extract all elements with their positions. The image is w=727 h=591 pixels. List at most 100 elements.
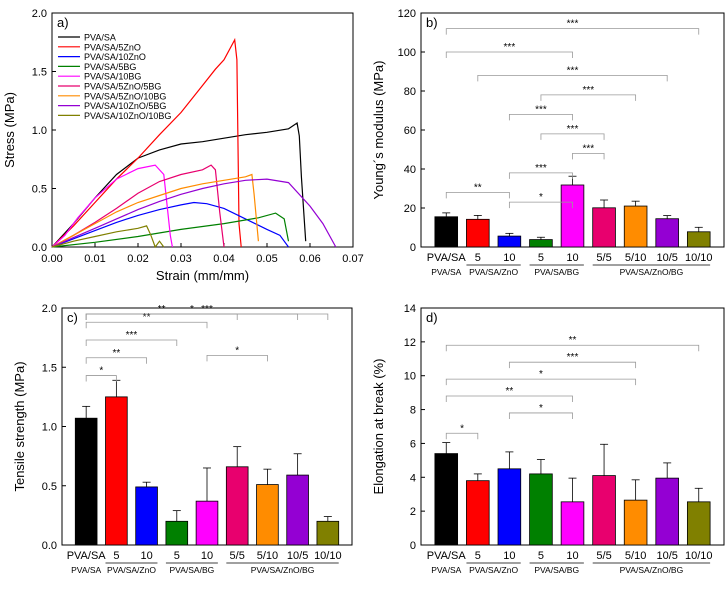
panel-c-bar <box>165 520 189 546</box>
panel-d-significance-bracket <box>445 344 700 352</box>
legend-label: PVA/SA/5BG <box>84 62 136 72</box>
legend-label: PVA/SA/5ZnO/10BG <box>84 91 166 101</box>
panel-b-category-label: 10 <box>566 252 578 264</box>
panel-c-bar <box>316 520 340 546</box>
panel-d-bar <box>529 473 553 546</box>
legend-label: PVA/SA/10BG <box>84 72 141 82</box>
series-line <box>51 212 290 248</box>
panel-a-xtick-label: 0.07 <box>342 253 363 265</box>
panel-b-significance-label: ** <box>474 182 482 193</box>
panel-c-significance-bracket <box>85 357 147 364</box>
panel-a-ytick-label: 0.0 <box>32 242 47 254</box>
panel-b-bar <box>655 218 679 248</box>
panel-a: 0.00 0.01 0.02 0.03 0.04 0.05 0.06 0.07 Strain (… <box>2 8 364 283</box>
panel-c-category-label: 5/10 <box>257 550 278 562</box>
panel-b-bar <box>529 239 553 248</box>
legend-label: PVA/SA/10ZnO <box>84 52 146 62</box>
panel-d-category-label: 10/5 <box>656 550 677 562</box>
panel-d-category-label: 5 <box>538 550 544 562</box>
panel-d-ylabel: Elongation at break (%) <box>371 359 386 495</box>
panel-c-letter: c) <box>67 310 78 325</box>
panel-b-bar <box>686 231 711 248</box>
panel-d-category-label: 5 <box>475 550 481 562</box>
panel-c-category-label: 5 <box>174 550 180 562</box>
panel-b-bar <box>592 207 616 248</box>
panel-c-significance-label: *** <box>201 304 213 315</box>
panel-c-significance-bracket <box>85 339 178 346</box>
panel-b-significance-bracket <box>540 94 637 101</box>
panel-d-significance-label: ** <box>569 335 577 346</box>
panel-c: 0.0 0.5 1.0 1.5 2.0 Tensile strength (MPa) PVA… <box>12 303 353 575</box>
series-line <box>51 225 165 249</box>
panel-c-significance-label: ** <box>143 312 151 323</box>
series-line <box>51 37 242 248</box>
panel-c-bar <box>135 486 158 546</box>
panel-d-ytick-label: 4 <box>410 472 416 484</box>
panel-c-group-label: PVA/SA/ZnO <box>107 565 156 575</box>
panel-a-xtick-label: 0.06 <box>299 253 320 265</box>
panel-b-ytick-label: 100 <box>398 47 416 59</box>
panel-b-category-label: 10/10 <box>685 252 713 264</box>
panel-b-significance-label: *** <box>535 104 547 115</box>
panel-b-ytick-label: 120 <box>398 8 416 20</box>
panel-d-ytick-label: 0 <box>410 540 416 552</box>
panel-d-ytick-label: 12 <box>404 337 416 349</box>
legend-label: PVA/SA <box>84 33 116 43</box>
panel-d-significance-label: * <box>539 403 543 414</box>
panel-d-ytick-label: 8 <box>410 405 416 417</box>
panel-d-significance-label: *** <box>567 352 579 363</box>
panel-b-significance-bracket <box>540 133 605 140</box>
panel-c-category-label: 5/5 <box>230 550 245 562</box>
panel-c-significance-bracket <box>85 313 329 320</box>
panel-d-bar <box>434 453 459 546</box>
panel-d-group-label-base: PVA/SA <box>431 565 461 575</box>
panel-c-category-label: 10 <box>201 550 213 562</box>
panel-b-bar <box>623 205 648 248</box>
panel-b-category-label: 5 <box>538 252 544 264</box>
panel-b-significance-bracket <box>477 75 668 82</box>
panel-a-letter: a) <box>57 15 69 30</box>
series-line <box>51 164 173 248</box>
panel-b: 0 20 40 60 80 100 120 Young´s modulus (MPa) PVA/… <box>371 8 725 277</box>
legend-label: PVA/SA/5ZnO/5BG <box>84 82 161 92</box>
panel-c-significance-bracket <box>85 321 208 329</box>
legend-label: PVA/SA/5ZnO <box>84 42 141 52</box>
panel-c-bar <box>256 484 279 546</box>
legend-label: PVA/SA/10ZnO/10BG <box>84 111 171 121</box>
panel-b-significance-label: *** <box>582 143 594 154</box>
panel-b-category-label: 5/10 <box>625 252 646 264</box>
panel-d-category-label: 10/10 <box>685 550 713 562</box>
panel-d-category-label: 5/10 <box>625 550 646 562</box>
panel-b-significance-bracket <box>508 114 573 121</box>
panel-b-significance-label: *** <box>582 85 594 96</box>
panel-c-significance-label: ** <box>158 304 166 315</box>
panel-a-xtick-label: 0.02 <box>127 253 148 265</box>
panel-d-bar <box>466 480 490 546</box>
panel-c-significance-label: * <box>99 366 103 377</box>
panel-b-significance-bracket <box>508 172 573 179</box>
panel-a-xtick-label: 0.01 <box>84 253 105 265</box>
panel-a-xlabel: Strain (mm/mm) <box>156 268 249 283</box>
panel-b-group-label: PVA/SA/ZnO/BG <box>620 267 684 277</box>
panel-d-significance-bracket <box>445 378 637 386</box>
panel-b-ylabel: Young´s modulus (MPa) <box>371 61 386 200</box>
panel-a-ytick-label: 0.5 <box>32 184 47 196</box>
panel-b-group-label: PVA/SA/BG <box>534 267 579 277</box>
panel-d-significance-bracket <box>508 412 573 419</box>
series-line <box>51 164 225 248</box>
panel-d-category-label: 5/5 <box>596 550 611 562</box>
panel-d-bar <box>560 501 585 546</box>
panel-a-xtick-label: 0.05 <box>256 253 277 265</box>
panel-c-category-label: PVA/SA <box>67 550 107 562</box>
panel-c-group-label-base: PVA/SA <box>71 565 101 575</box>
panel-d-ytick-label: 6 <box>410 438 416 450</box>
panel-b-significance-label: *** <box>535 163 547 174</box>
panel-c-category-label: 10/5 <box>287 550 308 562</box>
panel-d-ytick-label: 2 <box>410 506 416 518</box>
panel-c-category-label: 10 <box>140 550 152 562</box>
panel-a-ytick-label: 2.0 <box>32 8 47 20</box>
panel-b-significance-bracket <box>445 192 510 199</box>
panel-c-ytick-label: 2.0 <box>42 303 57 315</box>
panel-b-category-label: 10 <box>503 252 515 264</box>
